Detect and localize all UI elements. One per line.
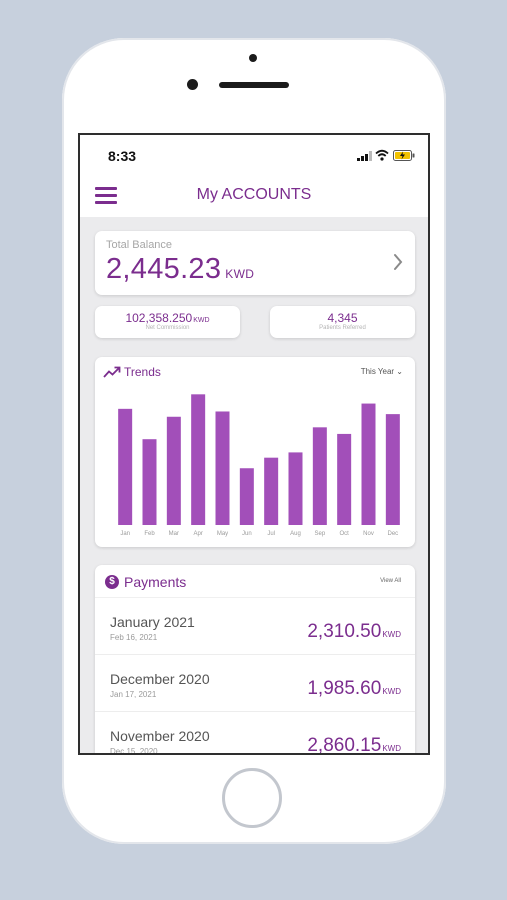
payment-date: Jan 17, 2021 <box>110 690 157 699</box>
wifi-icon <box>375 149 389 161</box>
bar-nov <box>361 403 376 525</box>
bar-jul <box>264 457 279 525</box>
page-title: My ACCOUNTS <box>196 186 312 203</box>
payment-row[interactable]: November 2020 Dec 15, 2020 2,860.15KWD <box>95 711 415 755</box>
net-commission-card[interactable]: 102,358.250KWD Net Commission <box>95 306 240 338</box>
patients-referred-value: 4,345 <box>327 311 358 325</box>
tick-label-feb: Feb <box>144 531 155 537</box>
hamburger-menu-icon[interactable] <box>95 185 119 205</box>
bar-feb <box>142 439 157 525</box>
total-balance-label: Total Balance <box>106 239 173 251</box>
payment-amount: 2,310.50KWD <box>307 621 401 643</box>
main-content[interactable]: Total Balance 2,445.23 KWD 102,358.250KWD… <box>80 217 428 755</box>
tick-label-may: May <box>217 531 228 537</box>
patients-referred-card[interactable]: 4,345 Patients Referred <box>270 306 415 338</box>
payment-amount-value: 1,985.60 <box>307 678 382 699</box>
payment-row[interactable]: January 2021 Feb 16, 2021 2,310.50KWD <box>95 597 415 654</box>
tick-label-dec: Dec <box>387 531 398 537</box>
payment-amount-value: 2,310.50 <box>307 621 382 642</box>
net-commission-label: Net Commission <box>145 325 190 331</box>
front-camera <box>187 79 198 90</box>
bar-mar <box>166 416 181 525</box>
payment-date: Feb 16, 2021 <box>110 633 158 642</box>
payment-month: November 2020 <box>110 728 210 744</box>
balance-amount: 2,445.23 <box>106 253 222 285</box>
tick-label-oct: Oct <box>339 531 349 537</box>
bar-dec <box>385 414 400 525</box>
net-commission-amount: 102,358.250 <box>125 311 193 325</box>
earpiece-speaker <box>219 82 289 88</box>
bar-jun <box>239 468 254 525</box>
period-dropdown[interactable]: This Year ⌄ <box>361 367 403 376</box>
dollar-circle-icon: $ <box>105 575 119 589</box>
chevron-down-icon: ⌄ <box>396 367 403 376</box>
payment-amount-unit: KWD <box>382 744 401 753</box>
net-commission-unit: KWD <box>193 317 210 324</box>
patients-referred-label: Patients Referred <box>319 325 366 331</box>
period-value: This Year <box>360 367 395 376</box>
chevron-right-icon[interactable] <box>393 253 403 271</box>
status-time: 8:33 <box>108 148 137 164</box>
view-all-link[interactable]: View All <box>380 578 401 584</box>
trending-up-icon <box>103 366 121 378</box>
bar-may <box>215 411 230 525</box>
payment-amount-value: 2,860.15 <box>307 735 382 755</box>
signal-icon <box>357 151 372 161</box>
payment-month: January 2021 <box>110 614 195 630</box>
tick-label-jan: Jan <box>120 531 130 537</box>
payments-title: Payments <box>124 574 187 590</box>
app-header: My ACCOUNTS <box>80 175 428 217</box>
status-bar: 8:33 <box>80 135 428 175</box>
tick-label-apr: Apr <box>193 531 202 537</box>
tick-label-sep: Sep <box>314 531 325 537</box>
battery-charging-icon <box>393 150 415 161</box>
tick-label-aug: Aug <box>290 531 301 537</box>
payments-card: $ Payments View All January 2021 Feb 16,… <box>95 565 415 755</box>
tick-label-jun: Jun <box>242 531 252 537</box>
total-balance-card[interactable]: Total Balance 2,445.23 KWD <box>95 231 415 295</box>
bar-aug <box>288 452 303 525</box>
trends-card: Trends This Year ⌄ Jan Feb Mar Apr May Jun Jul… <box>95 357 415 547</box>
balance-unit: KWD <box>225 267 255 281</box>
payment-amount: 2,860.15KWD <box>307 735 401 755</box>
bar-sep <box>312 427 327 525</box>
front-sensor <box>249 54 257 62</box>
net-commission-value: 102,358.250KWD <box>95 311 240 325</box>
bar-apr <box>191 394 206 525</box>
trends-bar-chart: Jan Feb Mar Apr May Jun Jul Aug Sep Oct Nov Dec <box>118 394 400 537</box>
tick-label-jul: Jul <box>267 531 275 537</box>
payment-row[interactable]: December 2020 Jan 17, 2021 1,985.60KWD <box>95 654 415 711</box>
payment-date: Dec 15, 2020 <box>110 747 158 755</box>
payment-amount-unit: KWD <box>382 687 401 696</box>
bar-oct <box>337 433 352 525</box>
tick-label-mar: Mar <box>169 531 179 537</box>
payment-amount-unit: KWD <box>382 630 401 639</box>
bar-jan <box>118 408 133 525</box>
app-screen: 8:33 My ACCOUNTS Total Balance 2,445.23 K <box>78 133 430 755</box>
home-button[interactable] <box>222 768 282 828</box>
trends-title: Trends <box>124 365 161 379</box>
payment-month: December 2020 <box>110 671 210 687</box>
total-balance-value: 2,445.23 KWD <box>106 253 254 286</box>
tick-label-nov: Nov <box>363 531 374 537</box>
payment-amount: 1,985.60KWD <box>307 678 401 700</box>
